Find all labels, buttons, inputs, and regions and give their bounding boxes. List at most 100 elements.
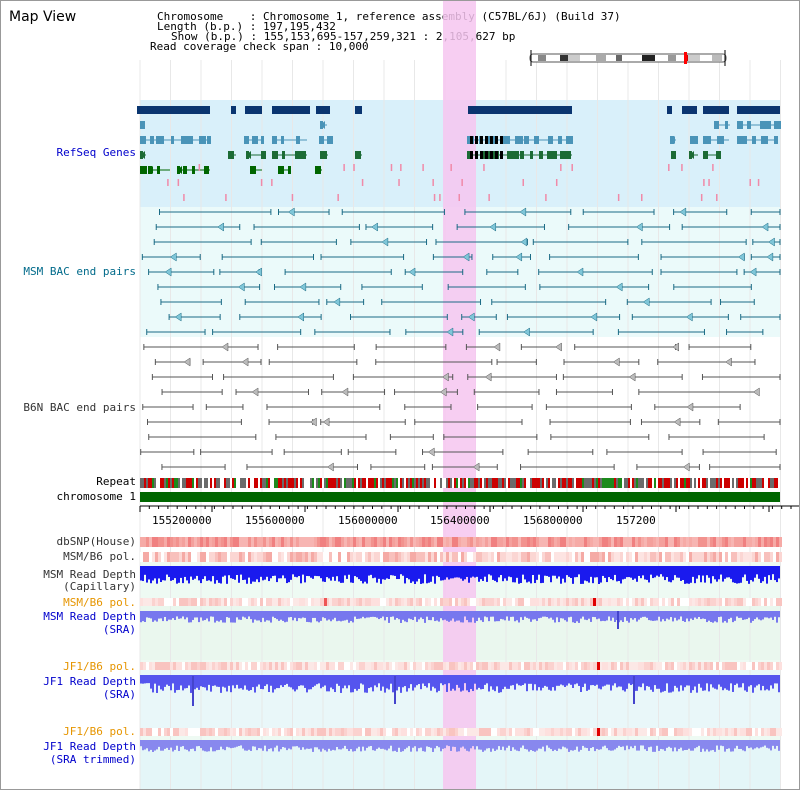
msm-sra-depth-bar: [742, 611, 744, 620]
jf1-sra-depth-bar: [284, 675, 286, 686]
jf1-trim-depth-bar: [544, 740, 546, 752]
jf1-sra-depth-bar: [252, 675, 254, 688]
jf1-b6-pol-band: [713, 662, 716, 670]
jf1-b6-pol-band-2: [431, 728, 434, 736]
msm-sra-depth-bar: [492, 611, 494, 617]
track-label-msm-depth-cap-1[interactable]: MSM Read Depth: [43, 568, 136, 581]
refseq-gene-exon: [503, 136, 510, 144]
refseq-gene-exon: [520, 151, 524, 159]
jf1-sra-depth-bar: [458, 675, 460, 688]
msm-b6-pol-band-2: [632, 598, 635, 606]
msm-b6-pol-band-2: [524, 598, 527, 606]
bac-end-arrow: [221, 342, 229, 352]
track-label-msm-depth-sra-1[interactable]: MSM Read Depth: [43, 610, 136, 623]
bac-end-arrow: [520, 237, 528, 247]
refseq-gene-exon-black: [490, 136, 493, 144]
dbsnp-band: [269, 537, 272, 547]
track-label-jf1-depth-sra-1[interactable]: JF1 Read Depth: [43, 675, 136, 688]
dbsnp-band: [377, 537, 380, 547]
msm-capillary-depth-bar: [658, 566, 660, 577]
repeat-block: [502, 478, 504, 488]
msm-capillary-depth-bar: [670, 566, 672, 583]
track-label-b6n-bac[interactable]: B6N BAC end pairs: [23, 401, 136, 414]
msm-b6-pol-band-2: [173, 598, 176, 606]
track-label-chromosome[interactable]: chromosome 1: [56, 490, 136, 503]
msm-b6-pol-band: [290, 552, 293, 562]
msm-b6-pol-band-2: [437, 598, 440, 606]
msm-b6-pol-band: [665, 552, 668, 562]
track-label-msm-b6-pol-2[interactable]: MSM/B6 pol.: [63, 596, 136, 609]
msm-b6-pol-band-2: [152, 598, 155, 606]
msm-b6-pol-band-2: [578, 598, 581, 606]
jf1-sra-depth-bar: [692, 675, 694, 691]
msm-b6-pol-band: [356, 552, 359, 562]
msm-b6-pol-band: [719, 552, 722, 562]
refseq-strand-arrow: [682, 106, 687, 114]
jf1-sra-depth-bar: [670, 675, 672, 693]
dbsnp-band: [449, 537, 452, 547]
msm-sra-depth-bar: [644, 611, 646, 617]
dbsnp-band: [536, 537, 539, 547]
jf1-b6-pol-band-2: [644, 728, 647, 736]
msm-b6-pol-band: [338, 552, 341, 562]
repeat-block: [158, 478, 160, 488]
track-label-jf1-depth-trim-1[interactable]: JF1 Read Depth: [43, 740, 136, 753]
msm-sra-depth-bar: [374, 611, 376, 617]
dbsnp-band: [335, 537, 338, 547]
bac-end-arrow: [615, 282, 623, 292]
jf1-trim-depth-bar: [172, 740, 174, 752]
jf1-sra-depth-bar: [340, 675, 342, 693]
dbsnp-band: [500, 537, 503, 547]
track-label-refseq[interactable]: RefSeq Genes: [56, 146, 136, 159]
msm-b6-pol-band: [320, 552, 323, 562]
repeat-block: [598, 478, 600, 488]
jf1-b6-pol-band-2: [443, 728, 446, 736]
track-label-jf1-b6-pol-2[interactable]: JF1/B6 pol.: [63, 725, 136, 738]
jf1-sra-depth-bar: [258, 675, 260, 685]
jf1-b6-pol-band-2: [497, 728, 500, 736]
repeat-block: [704, 478, 706, 488]
jf1-trim-depth-bar: [300, 740, 302, 750]
msm-sra-depth-bar: [332, 611, 334, 620]
repeat-block: [314, 478, 316, 488]
msm-b6-pol-band-2: [755, 598, 758, 606]
jf1-b6-pol-band-2: [686, 728, 689, 736]
jf1-trim-depth-bar: [448, 740, 450, 747]
track-label-msm-b6-pol-1[interactable]: MSM/B6 pol.: [63, 550, 136, 563]
msm-capillary-depth-bar: [182, 566, 184, 584]
repeat-block: [394, 478, 396, 488]
refseq-gene-exon: [548, 136, 553, 144]
repeat-block: [752, 478, 754, 488]
jf1-b6-pol-band-2: [581, 728, 584, 736]
repeat-block: [624, 478, 626, 488]
jf1-sra-depth-bar: [774, 675, 776, 684]
refseq-gene-exon-black: [495, 136, 498, 144]
track-label-dbsnp[interactable]: dbSNP(House): [56, 535, 136, 548]
jf1-b6-pol-band-2: [320, 728, 323, 736]
msm-b6-pol-band-2: [497, 598, 500, 606]
bac-end-arrow: [472, 462, 480, 472]
repeat-block: [446, 478, 448, 488]
track-label-repeat[interactable]: Repeat: [96, 475, 136, 488]
jf1-sra-depth-bar: [216, 675, 218, 687]
dbsnp-band: [158, 537, 161, 547]
jf1-trim-depth-bar: [260, 740, 262, 749]
jf1-b6-pol-band-2: [728, 728, 731, 736]
repeat-block: [606, 478, 608, 488]
msm-b6-pol-band: [329, 552, 332, 562]
msm-sra-depth-bar: [708, 611, 710, 621]
jf1-b6-pol-band: [617, 662, 620, 670]
msm-b6-pol-band-2: [482, 598, 485, 606]
track-label-jf1-b6-pol-1[interactable]: JF1/B6 pol.: [63, 660, 136, 673]
msm-sra-depth-bar: [166, 611, 168, 622]
track-label-msm-bac[interactable]: MSM BAC end pairs: [23, 265, 136, 278]
msm-capillary-depth-bar: [484, 566, 486, 577]
repeat-block: [310, 478, 312, 488]
repeat-block: [568, 478, 570, 488]
jf1-b6-pol-band: [284, 662, 287, 670]
msm-b6-pol-band: [392, 552, 395, 562]
jf1-b6-pol-band-2: [494, 728, 497, 736]
app-title: Map View: [9, 9, 77, 25]
msm-sra-depth-bar: [208, 611, 210, 622]
